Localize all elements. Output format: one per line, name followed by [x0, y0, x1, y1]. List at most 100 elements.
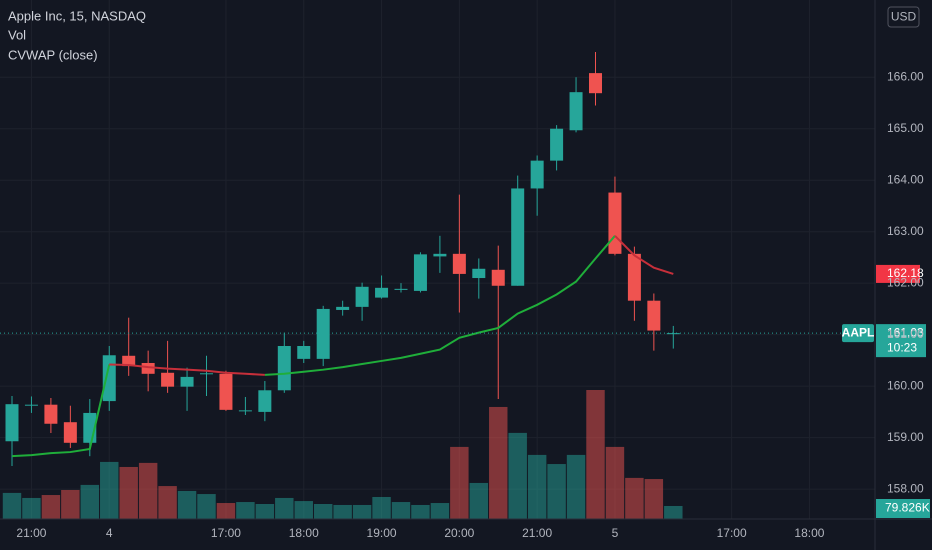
candle-body [608, 192, 622, 254]
candle-body [589, 73, 602, 94]
cvwap-line [614, 235, 674, 275]
volume-bar [664, 505, 683, 519]
symbol-box [842, 324, 874, 343]
currency-button[interactable] [887, 6, 920, 28]
candle-body [102, 355, 116, 402]
candle-body [161, 372, 175, 387]
volume-bar [255, 503, 275, 519]
volume-bar [197, 494, 216, 519]
candle-body [433, 253, 447, 257]
candle-body [316, 308, 330, 359]
y-tick-label: 158.00 [887, 481, 924, 495]
symbol-label: AAPL [842, 325, 875, 339]
x-tick-label: 21:00 [16, 526, 46, 540]
candle-body [141, 362, 155, 374]
legend-title: Apple Inc, 15, NASDAQ [8, 8, 146, 23]
y-tick-label: 159.00 [887, 430, 924, 444]
x-tick-label: 17:00 [211, 526, 241, 540]
volume-bar [216, 503, 236, 519]
cvwap-value-label: 162.18 [887, 266, 924, 280]
candle-body [569, 92, 583, 131]
x-tick-label: 18:00 [289, 526, 319, 540]
volume-bar [138, 462, 158, 519]
candle-body [219, 373, 233, 410]
volume-bar [391, 502, 411, 519]
volume-bar [489, 406, 508, 519]
volume-bar [586, 390, 605, 519]
volume-bar [411, 504, 430, 519]
volume-bar [119, 466, 138, 519]
x-tick-label: 21:00 [522, 526, 552, 540]
x-tick-label: 5 [612, 526, 619, 540]
currency-label[interactable]: USD [891, 10, 917, 24]
candle-body [413, 254, 427, 291]
volume-bar [644, 479, 664, 519]
candle-body [530, 160, 544, 189]
volume-bar [275, 497, 294, 519]
volume-bar [177, 490, 197, 519]
volume-bar [41, 495, 61, 519]
candle-body [297, 346, 311, 359]
legend-cvwap: CVWAP (close) [8, 47, 98, 62]
volume-bar [566, 454, 586, 519]
candle-body [44, 404, 58, 424]
y-tick-label: 161.00 [887, 327, 924, 341]
volume-value-label: 79.826K [885, 501, 930, 515]
candle-body [238, 410, 252, 412]
volume-bar [352, 504, 372, 519]
candle-body [472, 268, 486, 279]
volume-value-box [876, 499, 930, 518]
candle-body [550, 128, 564, 161]
volume-bar [2, 492, 22, 519]
volume-bar [430, 503, 450, 519]
candle-body [200, 373, 213, 375]
candle-body [24, 404, 38, 406]
volume-bar [547, 464, 566, 519]
volume-bar [158, 486, 177, 519]
volume-bar [61, 489, 80, 519]
candle-body [491, 269, 505, 286]
x-tick-label: 20:00 [444, 526, 474, 540]
volume-bar [527, 454, 547, 519]
plot-area [0, 0, 875, 519]
volume-bar [372, 496, 391, 519]
cvwap-line [11, 364, 111, 458]
candle-body [355, 286, 369, 307]
volume-bar [625, 477, 644, 519]
countdown-label: 10:23 [887, 340, 917, 354]
cvwap-line [109, 363, 265, 376]
volume-bar [450, 446, 469, 519]
candle-body [627, 253, 641, 301]
y-tick-label: 164.00 [887, 172, 924, 186]
x-tick-label: 19:00 [367, 526, 397, 540]
x-tick-label: 17:00 [717, 526, 747, 540]
last-price-label: 161.03 [887, 325, 924, 339]
cvwap-value-box [876, 264, 920, 283]
volume-bar [80, 484, 100, 519]
candle-body [511, 188, 525, 286]
candle-body [452, 253, 466, 274]
candle-body [122, 355, 136, 367]
y-tick-label: 165.00 [887, 121, 924, 135]
volume-bar [508, 432, 527, 519]
last-price-box [876, 324, 926, 358]
x-tick-label: 4 [106, 526, 113, 540]
candle-body [63, 422, 77, 443]
volume-bar [100, 461, 119, 519]
volume-bar [22, 497, 41, 519]
candle-body [394, 288, 408, 290]
candle-body [647, 300, 661, 331]
y-tick-label: 160.00 [887, 378, 924, 392]
candle-body [5, 404, 19, 442]
candle-body [336, 306, 350, 310]
y-tick-label: 166.00 [887, 69, 924, 83]
candle-body [277, 346, 291, 391]
cvwap-line [264, 235, 616, 376]
candle-body [258, 390, 272, 412]
volume-bar [333, 504, 352, 519]
volume-bar [236, 502, 255, 519]
y-tick-label: 163.00 [887, 224, 924, 238]
legend-volume: Vol [8, 27, 26, 42]
